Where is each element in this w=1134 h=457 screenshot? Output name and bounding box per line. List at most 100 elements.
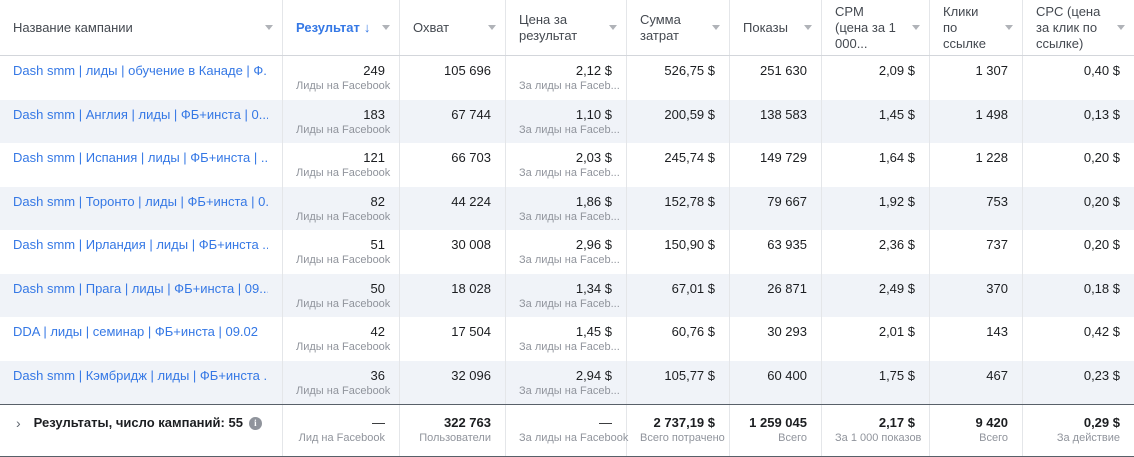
impressions-cell: 149 729: [730, 143, 822, 187]
result-value: 42: [370, 324, 385, 339]
chevron-down-icon[interactable]: [609, 25, 617, 30]
summary-spend-value: 2 737,19 $: [653, 415, 715, 430]
table-row[interactable]: Dash smm | Торонто | лиды | ФБ+инста | 0…: [0, 186, 1134, 230]
impressions-cell: 138 583: [730, 99, 822, 143]
campaign-name-link[interactable]: Dash smm | Прага | лиды | ФБ+инста | 09.…: [13, 280, 268, 296]
campaign-name-link[interactable]: DDA | лиды | семинар | ФБ+инста | 09.02: [13, 324, 258, 339]
cost-per-result-type-label: За лиды на Faceb...: [519, 297, 620, 310]
result-type-label: Лиды на Facebook: [296, 80, 391, 92]
summary-reach-value: 322 763: [444, 415, 491, 430]
results-cell: 183 Лиды на Facebook: [283, 99, 400, 143]
campaign-name-cell: Dash smm | Англия | лиды | ФБ+инста | 0.…: [0, 99, 283, 143]
summary-result-label: Лид на Facebook: [298, 432, 385, 444]
campaign-name-link[interactable]: Dash smm | Ирландия | лиды | ФБ+инста ..…: [13, 237, 268, 252]
link-clicks-value: 370: [986, 280, 1008, 296]
summary-cpc-value: 0,29 $: [1083, 415, 1120, 430]
chevron-down-icon[interactable]: [1005, 25, 1013, 30]
campaign-name-cell: Dash smm | Кэмбридж | лиды | ФБ+инста ..…: [0, 360, 283, 404]
summary-amount-spent-cell: 2 737,19 $ Всего потрачено: [627, 405, 730, 456]
column-header-cost-per-result[interactable]: Цена за результат: [506, 0, 627, 55]
reach-cell: 17 504: [400, 317, 506, 361]
campaign-name-link[interactable]: Dash smm | Англия | лиды | ФБ+инста | 0.…: [13, 106, 268, 122]
cost-per-result-cell: 1,34 $ За лиды на Faceb...: [506, 273, 627, 317]
result-type-label: Лиды на Facebook: [296, 297, 391, 310]
chevron-down-icon[interactable]: [265, 25, 273, 30]
chevron-down-icon[interactable]: [804, 25, 812, 30]
summary-cpc-cell: 0,29 $ За действие: [1023, 405, 1134, 456]
chevron-down-icon[interactable]: [488, 25, 496, 30]
summary-label-cell: › Результаты, число кампаний: 55 i: [0, 405, 283, 456]
campaign-name-link[interactable]: Dash smm | Кэмбридж | лиды | ФБ+инста ..…: [13, 367, 268, 383]
link-clicks-value: 1 307: [975, 63, 1008, 78]
amount-spent-value: 526,75 $: [664, 63, 715, 78]
cpc-value: 0,20 $: [1083, 237, 1120, 252]
cpm-value: 2,49 $: [878, 280, 915, 296]
impressions-value: 79 667: [767, 193, 807, 209]
column-header-label: Показы: [743, 19, 788, 35]
results-cell: 42 Лиды на Facebook: [283, 317, 400, 361]
column-header-link-clicks[interactable]: Клики по ссылке: [930, 0, 1023, 55]
chevron-down-icon[interactable]: [912, 25, 920, 30]
amount-spent-cell: 152,78 $: [627, 186, 730, 230]
link-clicks-value: 1 498: [975, 106, 1008, 122]
cpc-value: 0,20 $: [1083, 193, 1120, 209]
column-header-label: CPC (цена за клик по ссылке): [1036, 3, 1101, 51]
summary-result-value: —: [372, 415, 385, 430]
reach-value: 30 008: [451, 237, 491, 252]
column-header-amount-spent[interactable]: Сумма затрат: [627, 0, 730, 55]
link-clicks-cell: 143: [930, 317, 1023, 361]
reach-value: 44 224: [451, 193, 491, 209]
cost-per-result-cell: 2,03 $ За лиды на Faceb...: [506, 143, 627, 187]
campaign-name-link[interactable]: Dash smm | лиды | обучение в Канаде | Ф.…: [13, 63, 268, 78]
column-header-cpm[interactable]: CPM (цена за 1 000...: [822, 0, 930, 55]
campaign-name-link[interactable]: Dash smm | Торонто | лиды | ФБ+инста | 0…: [13, 193, 268, 209]
cpm-value: 1,75 $: [878, 367, 915, 383]
amount-spent-value: 245,74 $: [664, 150, 715, 165]
table-row[interactable]: Dash smm | Испания | лиды | ФБ+инста | .…: [0, 143, 1134, 187]
column-header-label: Название кампании: [13, 19, 133, 35]
cpc-cell: 0,18 $: [1023, 274, 1134, 318]
table-row[interactable]: Dash smm | Англия | лиды | ФБ+инста | 0.…: [0, 99, 1134, 143]
table-row[interactable]: Dash smm | лиды | обучение в Канаде | Ф.…: [0, 56, 1134, 100]
cpc-cell: 0,20 $: [1023, 143, 1134, 187]
impressions-value: 63 935: [767, 237, 807, 252]
column-header-label: CPM (цена за 1 000...: [835, 3, 896, 51]
link-clicks-value: 143: [986, 324, 1008, 339]
cpm-value: 1,64 $: [878, 150, 915, 165]
link-clicks-value: 467: [986, 367, 1008, 383]
sort-descending-icon: ↓: [363, 19, 371, 35]
column-header-label: Охват: [413, 19, 450, 35]
cpc-value: 0,18 $: [1083, 280, 1120, 296]
cpm-cell: 1,75 $: [822, 360, 930, 404]
cpc-value: 0,40 $: [1083, 63, 1120, 78]
column-header-reach[interactable]: Охват: [400, 0, 506, 55]
chevron-down-icon[interactable]: [712, 25, 720, 30]
reach-cell: 67 744: [400, 99, 506, 143]
link-clicks-value: 1 228: [975, 150, 1008, 165]
summary-impressions-value: 1 259 045: [749, 415, 807, 430]
column-header-cpc[interactable]: CPC (цена за клик по ссылке): [1023, 0, 1134, 55]
column-header-campaign-name[interactable]: Название кампании: [0, 0, 283, 55]
cpc-value: 0,23 $: [1083, 367, 1120, 383]
cost-per-result-value: 1,86 $: [575, 193, 612, 209]
chevron-down-icon[interactable]: [1117, 25, 1125, 30]
reach-value: 32 096: [451, 367, 491, 383]
table-row[interactable]: DDA | лиды | семинар | ФБ+инста | 09.02 …: [0, 317, 1134, 361]
column-header-impressions[interactable]: Показы: [730, 0, 822, 55]
table-row[interactable]: Dash smm | Прага | лиды | ФБ+инста | 09.…: [0, 273, 1134, 318]
cpm-value: 1,45 $: [878, 106, 915, 122]
cost-per-result-value: 2,96 $: [575, 237, 612, 252]
cost-per-result-cell: 2,12 $ За лиды на Faceb...: [506, 56, 627, 100]
cost-per-result-type-label: За лиды на Faceb...: [519, 384, 620, 397]
cost-per-result-cell: 1,86 $ За лиды на Faceb...: [506, 186, 627, 230]
summary-cost-label: За лиды на Facebook: [519, 432, 629, 444]
cost-per-result-value: 2,12 $: [575, 63, 612, 78]
info-icon[interactable]: i: [248, 417, 262, 430]
campaign-name-link[interactable]: Dash smm | Испания | лиды | ФБ+инста | .…: [13, 150, 268, 165]
column-header-results[interactable]: Результат ↓: [283, 0, 400, 55]
table-row[interactable]: Dash smm | Кэмбридж | лиды | ФБ+инста ..…: [0, 360, 1134, 404]
campaign-name-cell: DDA | лиды | семинар | ФБ+инста | 09.02: [0, 317, 283, 361]
expand-chevron-icon[interactable]: ›: [16, 415, 21, 431]
table-row[interactable]: Dash smm | Ирландия | лиды | ФБ+инста ..…: [0, 230, 1134, 274]
chevron-down-icon[interactable]: [382, 25, 390, 30]
